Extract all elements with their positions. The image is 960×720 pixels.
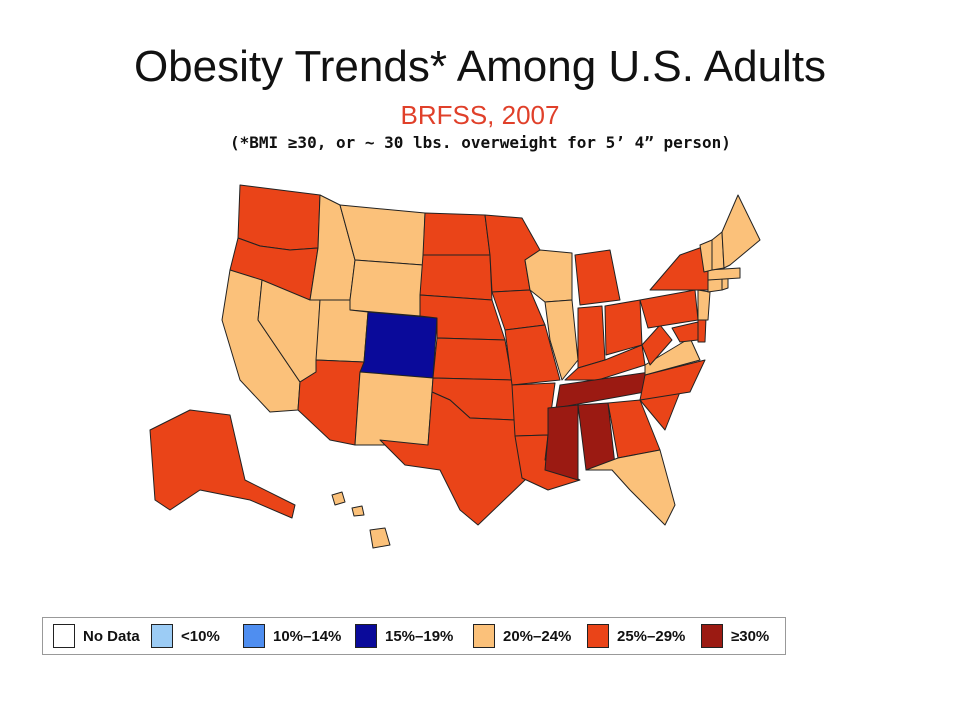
page-title: Obesity Trends* Among U.S. Adults (133, 42, 827, 91)
state-kansas (432, 337, 513, 381)
legend: No Data <10% 10%–14% 15%–19% 20%–24% 25%… (42, 617, 786, 655)
legend-label-10-14: 10%–14% (273, 627, 342, 645)
legend-item-25-29: 25%–29% (587, 618, 685, 654)
state-new-york (649, 244, 709, 291)
state-arizona (297, 359, 365, 446)
state-wyoming (349, 259, 424, 317)
legend-swatch-25-29 (587, 624, 609, 648)
legend-item-no-data: No Data (53, 618, 140, 654)
state-texas (379, 391, 526, 526)
legend-item-10-14: 10%–14% (243, 618, 341, 654)
state-washington (237, 184, 321, 251)
state-virginia (644, 337, 701, 376)
legend-item-20-24: 20%–24% (473, 618, 571, 654)
legend-swatch-no-data (53, 624, 75, 648)
state-maryland (671, 321, 699, 343)
page-subtitle: BRFSS, 2007 (400, 100, 560, 130)
state-west-virginia (641, 324, 673, 366)
legend-swatch-10-14 (243, 624, 265, 648)
state-michigan (574, 249, 621, 306)
legend-label-25-29: 25%–29% (617, 627, 686, 645)
state-hawaii (331, 491, 391, 549)
state-new-jersey (697, 289, 711, 321)
legend-swatch-30plus (701, 624, 723, 648)
legend-swatch-15-19 (355, 624, 377, 648)
state-pennsylvania (639, 289, 699, 329)
state-florida (585, 449, 676, 526)
state-indiana (577, 305, 606, 369)
state-colorado (359, 311, 438, 379)
legend-label-lt10: <10% (181, 627, 220, 645)
state-south-dakota (419, 254, 493, 301)
state-rhode-island (721, 277, 729, 291)
legend-swatch-lt10 (151, 624, 173, 648)
state-missouri (504, 324, 561, 386)
state-north-dakota (422, 212, 491, 256)
legend-label-20-24: 20%–24% (503, 627, 572, 645)
legend-label-15-19: 15%–19% (385, 627, 454, 645)
legend-item-15-19: 15%–19% (355, 618, 453, 654)
state-north-carolina (639, 359, 706, 401)
legend-item-30plus: ≥30% (701, 618, 769, 654)
state-alaska (149, 409, 296, 519)
state-maine (721, 194, 761, 269)
state-illinois (544, 299, 579, 381)
state-massachusetts (707, 267, 741, 281)
state-mississippi (544, 404, 579, 481)
legend-swatch-20-24 (473, 624, 495, 648)
state-new-mexico (354, 371, 434, 446)
state-delaware (697, 317, 707, 343)
legend-label-no-data: No Data (83, 627, 140, 645)
legend-label-30plus: ≥30% (731, 627, 770, 645)
bmi-note: (*BMI ≥30, or ~ 30 lbs. overweight for 5… (230, 133, 731, 152)
legend-item-lt10: <10% (151, 618, 220, 654)
